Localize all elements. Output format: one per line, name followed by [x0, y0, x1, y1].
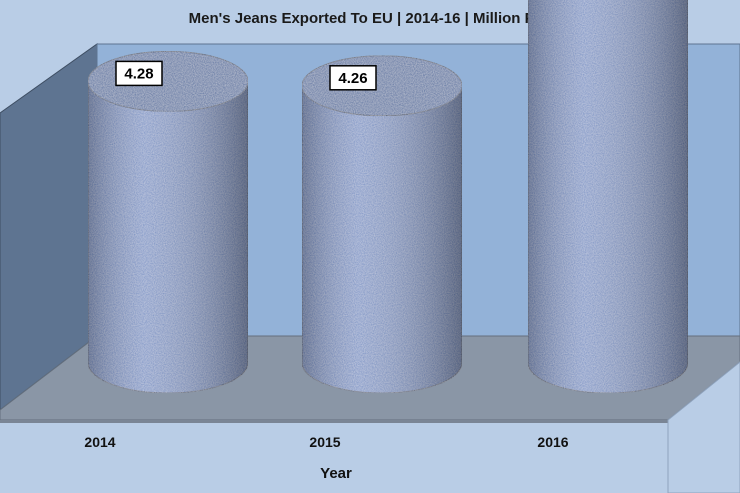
data-label-box	[115, 60, 163, 87]
bar-shade	[302, 85, 462, 394]
x-tick-label: 2015	[309, 434, 340, 450]
bar-2015	[301, 55, 463, 394]
bar-top	[301, 55, 463, 117]
x-tick-labels: 2014 2015 2016	[84, 434, 568, 450]
bar-2014	[87, 50, 249, 394]
x-axis-title: Year	[320, 465, 352, 482]
data-label-text: 4.28	[124, 65, 153, 82]
chart-title: Men's Jeans Exported To EU | 2014-16 | M…	[188, 10, 552, 27]
data-label-box	[329, 65, 377, 91]
bar-shade	[88, 81, 248, 394]
x-tick-label: 2016	[537, 434, 568, 450]
bar-top	[87, 50, 249, 112]
data-label-text: 4.26	[338, 70, 367, 87]
bar-shade	[528, 0, 688, 393]
bars-layer	[87, 0, 689, 394]
x-tick-label: 2014	[84, 434, 115, 450]
floor-front-edge	[0, 420, 668, 423]
labels-layer: 4.284.265.1	[115, 60, 377, 91]
axis-plane-right	[667, 361, 740, 493]
data-label: 4.28	[115, 60, 163, 87]
data-label: 4.26	[329, 65, 377, 91]
bar-2016	[527, 0, 689, 394]
